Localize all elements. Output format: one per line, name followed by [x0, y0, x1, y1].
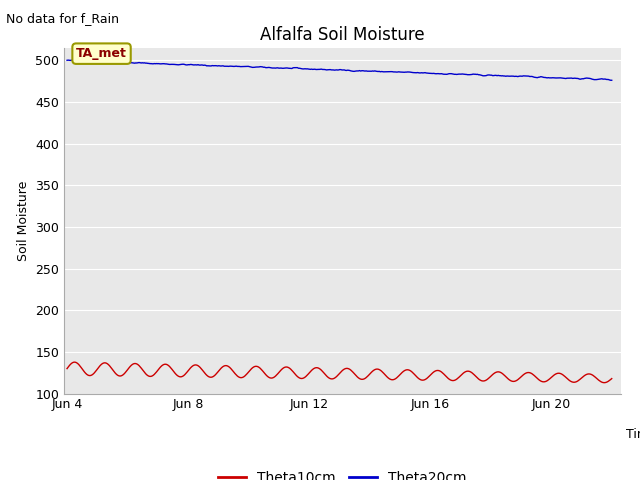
Text: No data for f_Rain: No data for f_Rain [6, 12, 120, 25]
Title: Alfalfa Soil Moisture: Alfalfa Soil Moisture [260, 25, 425, 44]
Text: Time: Time [627, 428, 640, 441]
Legend: Theta10cm, Theta20cm: Theta10cm, Theta20cm [212, 465, 472, 480]
Y-axis label: Soil Moisture: Soil Moisture [17, 180, 29, 261]
Text: TA_met: TA_met [76, 47, 127, 60]
